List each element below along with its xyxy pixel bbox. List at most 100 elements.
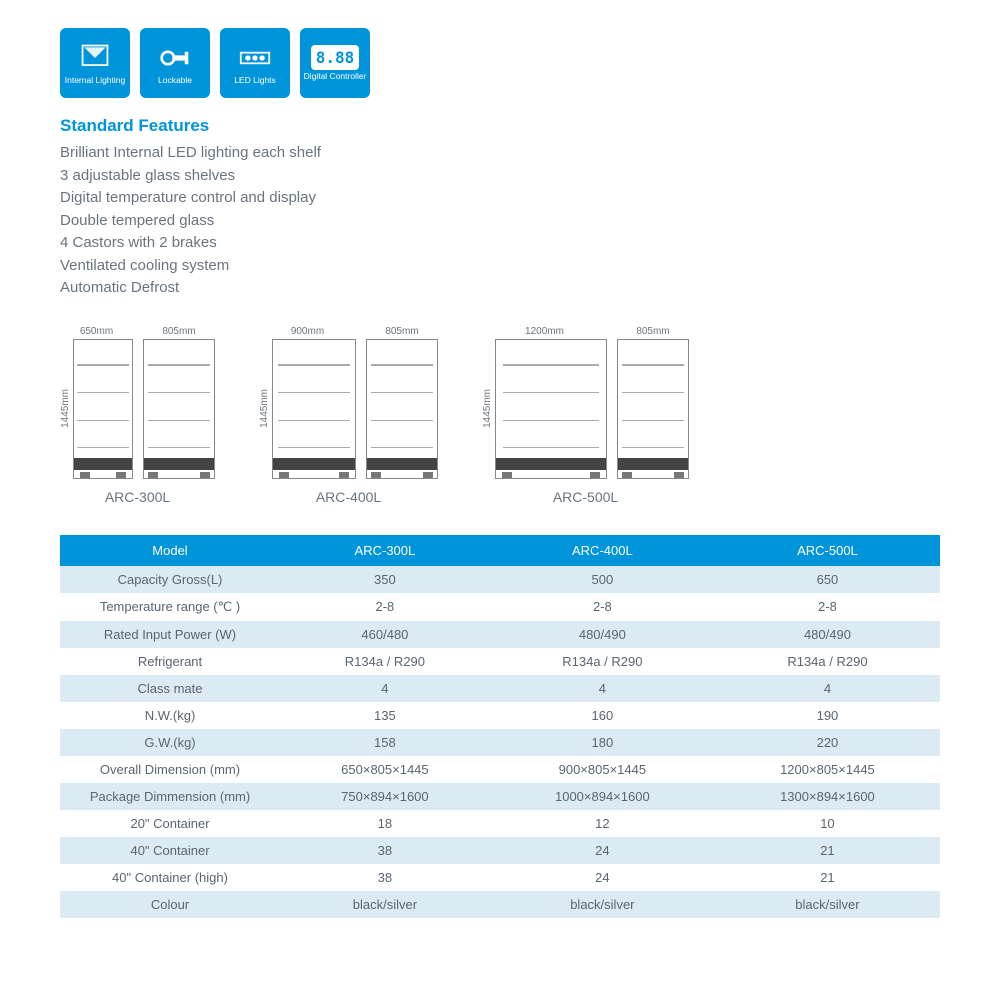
- diagram-label: ARC-400L: [259, 489, 438, 505]
- table-row: Capacity Gross(L)350500650: [60, 566, 940, 593]
- table-cell: 158: [280, 729, 490, 756]
- row-label: N.W.(kg): [60, 702, 280, 729]
- table-cell: R134a / R290: [490, 648, 715, 675]
- dim-label: 1200mm: [482, 326, 607, 337]
- row-label: Rated Input Power (W): [60, 621, 280, 648]
- table-cell: 180: [490, 729, 715, 756]
- table-cell: 1200×805×1445: [715, 756, 940, 783]
- table-cell: black/silver: [280, 891, 490, 918]
- row-label: Class mate: [60, 675, 280, 702]
- icon-label: Lockable: [158, 76, 192, 85]
- table-cell: black/silver: [490, 891, 715, 918]
- feature-icon-row: Internal Lighting Lockable LED Lights 8.…: [60, 28, 940, 98]
- table-cell: 1300×894×1600: [715, 783, 940, 810]
- feature-line: 4 Castors with 2 brakes: [60, 232, 940, 255]
- table-row: Temperature range (℃ )2-82-82-8: [60, 593, 940, 621]
- dim-label: 650mm: [60, 326, 133, 337]
- feature-line: Automatic Defrost: [60, 277, 940, 300]
- table-row: 40" Container (high)382421: [60, 864, 940, 891]
- led-lights-icon: LED Lights: [220, 28, 290, 98]
- table-cell: 2-8: [715, 593, 940, 621]
- dim-label: 805mm: [617, 326, 689, 337]
- table-cell: 21: [715, 864, 940, 891]
- table-cell: 160: [490, 702, 715, 729]
- feature-line: Digital temperature control and display: [60, 187, 940, 210]
- table-row: Colourblack/silverblack/silverblack/silv…: [60, 891, 940, 918]
- table-cell: 4: [490, 675, 715, 702]
- table-row: RefrigerantR134a / R290R134a / R290R134a…: [60, 648, 940, 675]
- diagram-ARC-400L: 900mm 1445mm 805mm ARC-400L: [259, 326, 438, 505]
- table-cell: 18: [280, 810, 490, 837]
- row-label: Colour: [60, 891, 280, 918]
- table-cell: R134a / R290: [715, 648, 940, 675]
- table-cell: 500: [490, 566, 715, 593]
- spec-table: ModelARC-300LARC-400LARC-500L Capacity G…: [60, 535, 940, 918]
- cabinet-front: [495, 339, 607, 479]
- table-row: Rated Input Power (W)460/480480/490480/4…: [60, 621, 940, 648]
- row-label: Overall Dimension (mm): [60, 756, 280, 783]
- table-cell: 220: [715, 729, 940, 756]
- table-cell: 38: [280, 837, 490, 864]
- cabinet-side: [366, 339, 438, 479]
- row-label: 40" Container (high): [60, 864, 280, 891]
- features-list: Brilliant Internal LED lighting each she…: [60, 142, 940, 300]
- row-label: Capacity Gross(L): [60, 566, 280, 593]
- table-cell: R134a / R290: [280, 648, 490, 675]
- table-cell: 190: [715, 702, 940, 729]
- feature-line: Ventilated cooling system: [60, 255, 940, 278]
- icon-label: Internal Lighting: [65, 76, 126, 85]
- table-cell: 4: [715, 675, 940, 702]
- table-cell: 480/490: [715, 621, 940, 648]
- table-cell: 135: [280, 702, 490, 729]
- table-cell: 480/490: [490, 621, 715, 648]
- cabinet-front: [73, 339, 133, 479]
- row-label: 40" Container: [60, 837, 280, 864]
- diagram-ARC-500L: 1200mm 1445mm 805mm ARC-500L: [482, 326, 689, 505]
- diagram-label: ARC-500L: [482, 489, 689, 505]
- row-label: G.W.(kg): [60, 729, 280, 756]
- table-row: N.W.(kg)135160190: [60, 702, 940, 729]
- table-row: Package Dimmension (mm)750×894×16001000×…: [60, 783, 940, 810]
- table-header-cell: Model: [60, 535, 280, 566]
- cabinet-front: [272, 339, 356, 479]
- row-label: Package Dimmension (mm): [60, 783, 280, 810]
- table-cell: 12: [490, 810, 715, 837]
- table-cell: 38: [280, 864, 490, 891]
- cabinet-side: [143, 339, 215, 479]
- cabinet-side: [617, 339, 689, 479]
- table-cell: 750×894×1600: [280, 783, 490, 810]
- dim-label: 805mm: [366, 326, 438, 337]
- icon-label: Digital Controller: [304, 72, 367, 81]
- table-row: Overall Dimension (mm)650×805×1445900×80…: [60, 756, 940, 783]
- dim-label: 1445mm: [60, 389, 71, 428]
- icon-label: LED Lights: [234, 76, 276, 85]
- table-row: G.W.(kg)158180220: [60, 729, 940, 756]
- table-header-row: ModelARC-300LARC-400LARC-500L: [60, 535, 940, 566]
- table-row: 40" Container382421: [60, 837, 940, 864]
- table-cell: 650: [715, 566, 940, 593]
- table-cell: 24: [490, 864, 715, 891]
- table-cell: 2-8: [490, 593, 715, 621]
- dim-label: 1445mm: [259, 389, 270, 428]
- feature-line: Brilliant Internal LED lighting each she…: [60, 142, 940, 165]
- table-cell: 460/480: [280, 621, 490, 648]
- internal-lighting-icon: Internal Lighting: [60, 28, 130, 98]
- table-cell: 1000×894×1600: [490, 783, 715, 810]
- table-cell: 10: [715, 810, 940, 837]
- digital-display: 8.88: [311, 45, 360, 70]
- row-label: Refrigerant: [60, 648, 280, 675]
- lockable-icon: Lockable: [140, 28, 210, 98]
- dim-label: 900mm: [259, 326, 356, 337]
- table-cell: 4: [280, 675, 490, 702]
- table-row: Class mate444: [60, 675, 940, 702]
- diagram-ARC-300L: 650mm 1445mm 805mm ARC-300L: [60, 326, 215, 505]
- table-cell: 350: [280, 566, 490, 593]
- table-header-cell: ARC-500L: [715, 535, 940, 566]
- table-header-cell: ARC-400L: [490, 535, 715, 566]
- dim-label: 805mm: [143, 326, 215, 337]
- table-cell: 24: [490, 837, 715, 864]
- section-title: Standard Features: [60, 116, 940, 136]
- feature-line: 3 adjustable glass shelves: [60, 165, 940, 188]
- table-header-cell: ARC-300L: [280, 535, 490, 566]
- table-cell: 21: [715, 837, 940, 864]
